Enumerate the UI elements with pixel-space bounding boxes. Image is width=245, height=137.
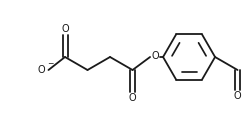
Text: O: O	[61, 24, 69, 34]
Text: −: −	[47, 59, 54, 68]
Text: O: O	[234, 91, 241, 101]
Text: O: O	[129, 93, 136, 103]
Text: O: O	[38, 65, 45, 75]
Text: O: O	[151, 51, 159, 61]
